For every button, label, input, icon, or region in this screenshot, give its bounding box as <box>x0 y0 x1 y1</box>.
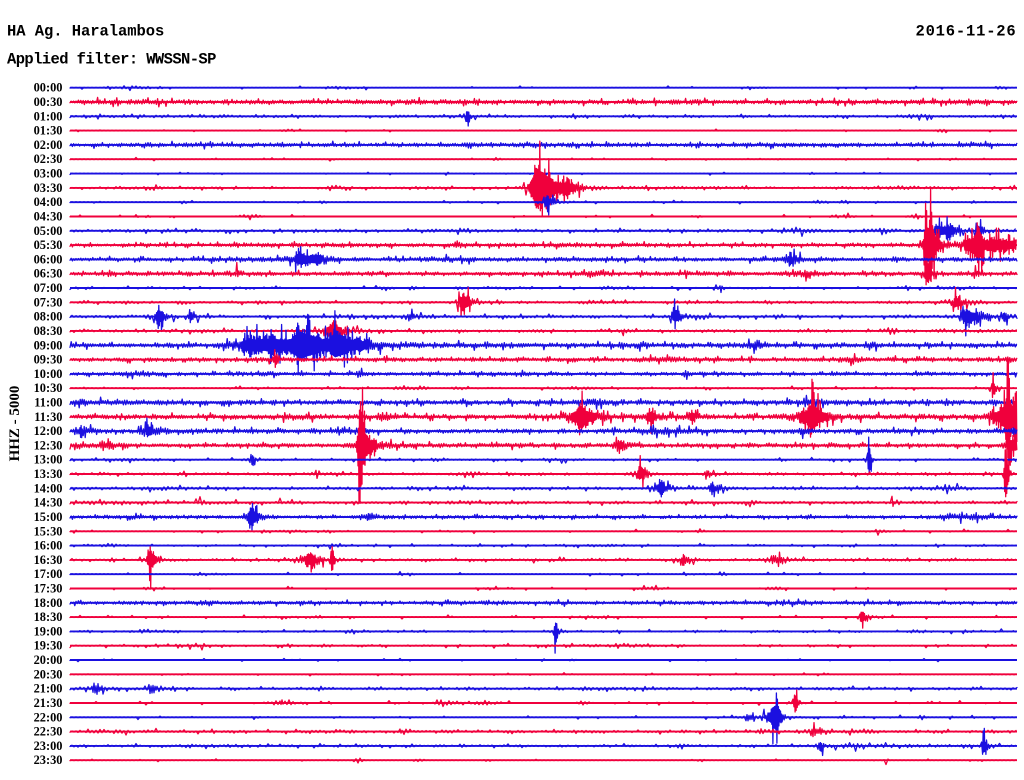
svg-text:20:30: 20:30 <box>34 667 63 681</box>
svg-text:04:00: 04:00 <box>34 195 63 209</box>
svg-text:16:30: 16:30 <box>34 553 63 567</box>
svg-text:23:00: 23:00 <box>34 739 63 753</box>
svg-text:08:00: 08:00 <box>34 310 63 324</box>
svg-text:18:00: 18:00 <box>34 596 63 610</box>
svg-text:05:00: 05:00 <box>34 224 63 238</box>
svg-text:19:30: 19:30 <box>34 639 63 653</box>
svg-text:09:00: 09:00 <box>34 338 63 352</box>
svg-text:20:00: 20:00 <box>34 653 63 667</box>
svg-text:06:30: 06:30 <box>34 267 63 281</box>
svg-text:07:00: 07:00 <box>34 281 63 295</box>
svg-text:01:00: 01:00 <box>34 109 63 123</box>
svg-text:15:30: 15:30 <box>34 524 63 538</box>
svg-text:03:30: 03:30 <box>34 181 63 195</box>
svg-text:10:00: 10:00 <box>34 367 63 381</box>
svg-text:02:30: 02:30 <box>34 152 63 166</box>
svg-text:09:30: 09:30 <box>34 353 63 367</box>
svg-text:10:30: 10:30 <box>34 381 63 395</box>
svg-text:15:00: 15:00 <box>34 510 63 524</box>
svg-text:22:00: 22:00 <box>34 710 63 724</box>
svg-text:HA Ag. Haralambos: HA Ag. Haralambos <box>7 23 164 41</box>
svg-text:07:30: 07:30 <box>34 295 63 309</box>
svg-text:05:30: 05:30 <box>34 238 63 252</box>
svg-text:12:00: 12:00 <box>34 424 63 438</box>
svg-text:HHZ - 5000: HHZ - 5000 <box>7 386 23 462</box>
svg-text:02:00: 02:00 <box>34 138 63 152</box>
svg-text:08:30: 08:30 <box>34 324 63 338</box>
svg-text:22:30: 22:30 <box>34 725 63 739</box>
svg-text:01:30: 01:30 <box>34 124 63 138</box>
svg-text:Applied filter: WWSSN-SP: Applied filter: WWSSN-SP <box>7 51 216 69</box>
svg-text:06:00: 06:00 <box>34 252 63 266</box>
svg-text:13:30: 13:30 <box>34 467 63 481</box>
svg-text:14:00: 14:00 <box>34 481 63 495</box>
svg-text:04:30: 04:30 <box>34 210 63 224</box>
svg-text:12:30: 12:30 <box>34 438 63 452</box>
svg-text:23:30: 23:30 <box>34 753 63 767</box>
svg-text:17:00: 17:00 <box>34 567 63 581</box>
svg-text:00:00: 00:00 <box>34 81 63 95</box>
svg-text:11:00: 11:00 <box>34 396 62 410</box>
svg-text:03:00: 03:00 <box>34 167 63 181</box>
svg-text:21:00: 21:00 <box>34 682 63 696</box>
svg-text:17:30: 17:30 <box>34 582 63 596</box>
svg-text:11:30: 11:30 <box>34 410 62 424</box>
svg-text:00:30: 00:30 <box>34 95 63 109</box>
svg-text:16:00: 16:00 <box>34 539 63 553</box>
svg-text:18:30: 18:30 <box>34 610 63 624</box>
svg-text:21:30: 21:30 <box>34 696 63 710</box>
svg-text:14:30: 14:30 <box>34 496 63 510</box>
svg-text:13:00: 13:00 <box>34 453 63 467</box>
svg-text:19:00: 19:00 <box>34 624 63 638</box>
svg-text:2016-11-26: 2016-11-26 <box>915 23 1016 41</box>
